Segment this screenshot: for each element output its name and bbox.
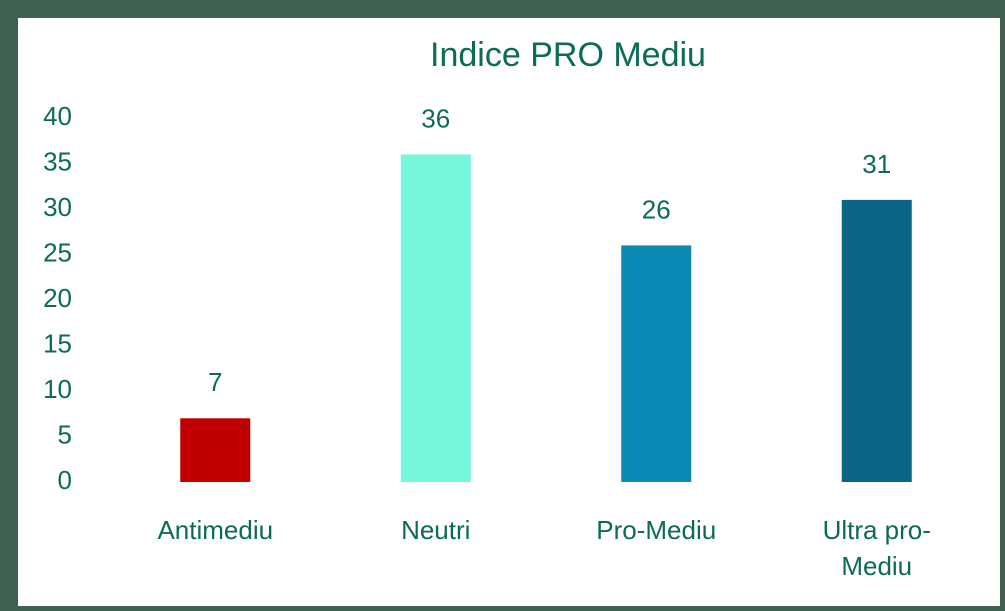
y-tick-label: 30 [43, 192, 72, 222]
chart-panel [18, 18, 1000, 606]
x-tick-label: Neutri [401, 515, 471, 545]
y-tick-label: 25 [43, 237, 72, 267]
y-tick-label: 5 [58, 419, 72, 449]
data-label: 26 [642, 194, 671, 224]
data-label: 7 [208, 367, 222, 397]
bar [180, 418, 251, 482]
y-tick-label: 20 [43, 283, 72, 313]
chart-title: Indice PRO Mediu [430, 36, 706, 74]
y-tick-label: 0 [58, 465, 72, 495]
y-tick-label: 10 [43, 374, 72, 404]
bar [841, 199, 912, 482]
data-label: 31 [862, 149, 891, 179]
x-tick-label: Antimediu [157, 515, 274, 545]
y-tick-label: 35 [43, 146, 72, 176]
x-tick-label: Ultra pro-Mediu [822, 515, 931, 581]
y-tick-label: 40 [43, 101, 72, 131]
y-tick-label: 15 [43, 328, 72, 358]
data-label: 36 [421, 103, 450, 133]
bar [400, 154, 471, 482]
bar [621, 245, 692, 482]
x-tick-label: Pro-Mediu [596, 515, 717, 545]
